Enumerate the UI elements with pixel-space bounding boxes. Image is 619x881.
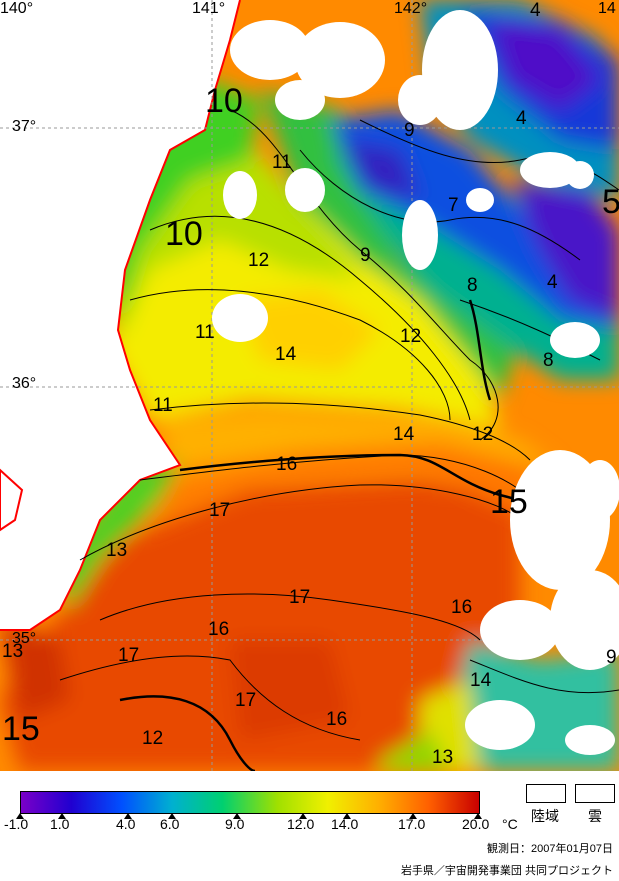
zone-17b <box>230 640 350 740</box>
isotherm-label: 17 <box>209 500 231 521</box>
clouds <box>212 10 619 755</box>
scale-label: 12.0 <box>287 816 315 832</box>
isotherm-label: 12 <box>142 728 164 749</box>
isotherm-label: 4 <box>547 272 558 293</box>
isotherm-label: 10 <box>205 82 243 120</box>
isotherm-label: 10 <box>165 215 203 253</box>
scale-unit: °C <box>502 816 518 832</box>
scale-tick <box>343 813 351 819</box>
isotherm-label: 14 <box>275 344 297 365</box>
isotherm-label: 16 <box>276 454 298 475</box>
zone-4b <box>510 180 619 320</box>
scale-label: 6.0 <box>160 816 180 832</box>
isotherm-label: 11 <box>153 395 173 416</box>
cloud-legend-label: 雲 <box>588 808 602 824</box>
isotherm-label: 17 <box>235 690 257 711</box>
credit-line: 岩手県／宇宙開発事業団 共同プロジェクト <box>400 865 613 877</box>
sea-surface-temperature-map <box>0 0 619 771</box>
land-honshu <box>0 0 240 630</box>
isotherm-label: 12 <box>472 424 494 445</box>
lat-label-37: 37° <box>12 118 37 135</box>
isotherm-label: 8 <box>467 275 478 296</box>
isotherm-label: 5 <box>602 183 619 221</box>
zone-coast-green-south <box>60 460 180 610</box>
scale-tick <box>168 813 176 819</box>
isotherm-label: 15 <box>2 710 40 748</box>
scale-tick <box>58 813 66 819</box>
observation-date: 観測日：2007年01月07日 <box>487 843 613 855</box>
land-boso <box>0 468 24 532</box>
isotherms <box>59 109 619 741</box>
isotherm-label: 14 <box>393 424 415 445</box>
isotherm-label: 4 <box>530 0 541 21</box>
lon-label-141: 141° <box>192 0 226 17</box>
isotherm-label: 11 <box>272 152 292 173</box>
scale-tick <box>474 813 482 819</box>
isotherm-label: 16 <box>208 619 230 640</box>
scale-label: 20.0 <box>462 816 490 832</box>
isotherm-label: 16 <box>326 709 348 730</box>
lon-label-143: 14 <box>598 0 616 17</box>
isotherm-label: 17 <box>118 645 140 666</box>
isotherm-label: 9 <box>404 120 415 141</box>
isotherm-label: 14 <box>470 670 492 691</box>
scale-tick <box>409 813 417 819</box>
isotherm-label: 13 <box>432 747 454 768</box>
zone-4c <box>340 140 420 200</box>
lat-label-35: 35° <box>12 630 37 647</box>
isotherm-label: 12 <box>400 326 422 347</box>
isotherm-label: 12 <box>248 250 270 271</box>
scale-label: 4.0 <box>116 816 136 832</box>
isotherm-label: 8 <box>543 350 554 371</box>
scale-tick <box>16 813 24 819</box>
isotherm-label: 9 <box>606 647 617 668</box>
scale-tick <box>124 813 132 819</box>
scale-tick <box>299 813 307 819</box>
scale-label: 14.0 <box>331 816 359 832</box>
land-swatch <box>526 784 566 803</box>
cloud-swatch <box>575 784 615 803</box>
isotherm-label: 15 <box>490 483 528 521</box>
isotherm-label: 17 <box>289 587 311 608</box>
zone-18 <box>0 620 70 720</box>
scale-label: 9.0 <box>225 816 245 832</box>
isotherm-label: 13 <box>2 641 24 662</box>
zone-se-green2 <box>380 730 450 771</box>
isotherm-label: 4 <box>516 108 527 129</box>
isotherm-label: 13 <box>106 540 128 561</box>
zone-10 <box>260 90 520 400</box>
land-legend-label: 陸域 <box>531 808 559 824</box>
zone-14-core <box>240 290 380 370</box>
coastline <box>0 0 241 631</box>
scale-label: -1.0 <box>4 816 29 832</box>
isotherm-label: 7 <box>448 195 459 216</box>
zone-14 <box>160 410 560 470</box>
scale-label: 17.0 <box>398 816 426 832</box>
lat-label-36: 36° <box>12 375 37 392</box>
isotherm-label: 9 <box>360 245 371 266</box>
scale-tick <box>233 813 241 819</box>
scale-label: 1.0 <box>50 816 70 832</box>
isotherm-label: 11 <box>195 322 215 343</box>
zone-15 <box>80 450 540 560</box>
lon-label-142: 142° <box>394 0 428 17</box>
color-scale-bar <box>20 791 480 814</box>
lon-label-140: 140° <box>0 0 34 17</box>
zone-4 <box>490 20 600 110</box>
graticule <box>0 0 619 771</box>
isotherm-label: 16 <box>451 597 473 618</box>
